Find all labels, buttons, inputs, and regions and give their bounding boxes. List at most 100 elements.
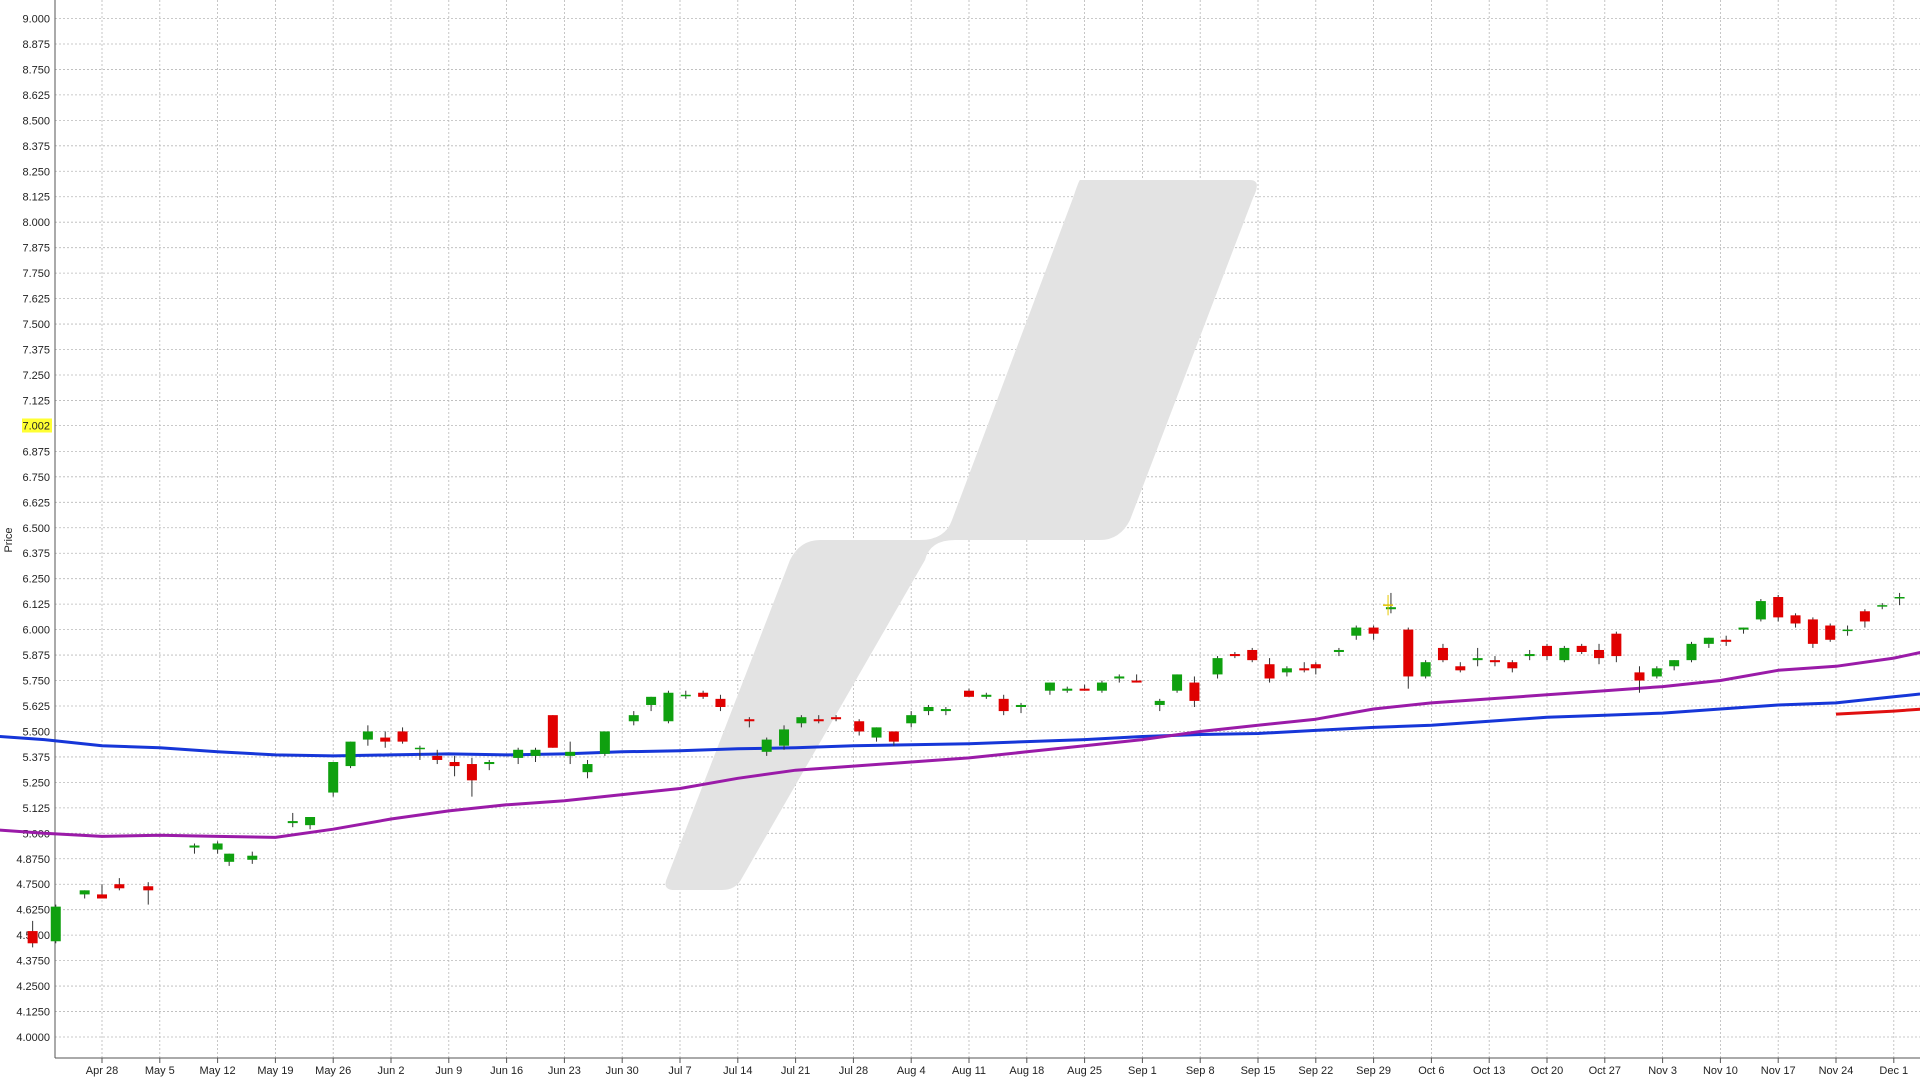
candle-body — [599, 731, 610, 754]
candle — [1721, 635, 1732, 646]
candle-body — [646, 696, 657, 705]
candle-body — [1281, 668, 1292, 673]
candle — [1489, 656, 1500, 667]
candle — [1524, 649, 1535, 661]
candle-body — [1212, 658, 1223, 675]
candle-body — [1524, 654, 1535, 657]
x-tick-label: Oct 13 — [1473, 1065, 1505, 1077]
candle-body — [1594, 649, 1605, 659]
y-tick-label: 8.875 — [22, 39, 50, 51]
y-tick-label: 7.250 — [22, 370, 50, 382]
candle — [854, 719, 865, 736]
candle — [998, 694, 1009, 716]
x-tick-label: Apr 28 — [86, 1065, 118, 1077]
y-tick-label: 8.625 — [22, 90, 50, 102]
candle — [1264, 658, 1275, 683]
candle-body — [1877, 605, 1888, 607]
candle — [582, 759, 593, 779]
x-tick-label: Oct 6 — [1418, 1065, 1444, 1077]
candle — [1154, 698, 1165, 712]
candle-body — [547, 715, 558, 748]
candle-body — [224, 853, 235, 862]
y-tick-label: 4.3750 — [16, 956, 50, 968]
y-tick-label: 4.8750 — [16, 854, 50, 866]
candle-body — [328, 762, 339, 793]
candle — [1790, 613, 1801, 628]
candle — [143, 882, 154, 905]
x-tick-label: Aug 18 — [1009, 1065, 1044, 1077]
candle-body — [1368, 627, 1379, 634]
candle-body — [582, 764, 593, 773]
candle — [449, 755, 460, 777]
y-tick-label: 5.375 — [22, 752, 50, 764]
y-tick-label: 5.750 — [22, 676, 50, 688]
y-tick-label: 4.1250 — [16, 1007, 50, 1019]
candle — [1773, 594, 1784, 622]
candle — [1368, 625, 1379, 640]
candle-body — [287, 821, 298, 824]
candle-body — [449, 762, 460, 767]
candle — [831, 715, 842, 722]
candle-body — [1859, 611, 1870, 622]
candle — [414, 745, 425, 760]
candle-body — [796, 717, 807, 724]
candle-body — [1576, 645, 1587, 653]
candle-body — [1686, 643, 1697, 661]
candle-body — [1489, 660, 1500, 663]
y-tick-label: 5.500 — [22, 726, 50, 738]
y-tick-label: 5.250 — [22, 777, 50, 789]
candle — [744, 717, 755, 728]
y-tick-label: 6.000 — [22, 625, 50, 637]
candle-body — [1611, 633, 1622, 657]
candle — [1686, 641, 1697, 663]
candle — [1634, 666, 1645, 693]
candle — [79, 890, 90, 899]
candle — [1189, 676, 1200, 708]
candle-body — [1669, 660, 1680, 667]
candle — [1594, 643, 1605, 665]
doji-candle — [1383, 594, 1394, 616]
candle-body — [1507, 662, 1518, 669]
candle — [1079, 684, 1090, 691]
candle-body — [114, 884, 125, 889]
candle-body — [1703, 637, 1714, 644]
x-tick-label: Sep 1 — [1128, 1065, 1157, 1077]
candle-body — [247, 855, 258, 860]
candle-body — [888, 731, 899, 742]
x-tick-label: Sep 22 — [1298, 1065, 1333, 1077]
candle — [646, 696, 657, 712]
candle — [779, 725, 790, 750]
candle — [940, 707, 951, 716]
candle-body — [212, 843, 223, 850]
x-tick-label: Oct 20 — [1531, 1065, 1563, 1077]
x-tick-label: Nov 3 — [1648, 1065, 1677, 1077]
x-tick-label: Aug 11 — [952, 1065, 986, 1077]
candle-body — [50, 906, 61, 942]
candle — [565, 741, 576, 765]
x-tick-label: Oct 27 — [1589, 1065, 1621, 1077]
candle — [397, 727, 408, 744]
candle-body — [1455, 666, 1466, 671]
y-tick-label: 7.750 — [22, 268, 50, 280]
candle — [1131, 674, 1142, 683]
candle-body — [432, 755, 443, 760]
candle — [432, 749, 443, 765]
candle-body — [1016, 704, 1027, 708]
candle-body — [1420, 662, 1431, 677]
x-tick-label: Nov 10 — [1703, 1065, 1738, 1077]
candle — [1114, 674, 1125, 683]
candle-body — [1310, 664, 1321, 669]
candle — [1507, 660, 1518, 673]
candle — [981, 692, 992, 699]
candle-body — [143, 886, 154, 891]
candle — [1651, 666, 1662, 679]
candle-body — [189, 845, 200, 848]
candle — [1420, 660, 1431, 679]
candle-body — [854, 721, 865, 732]
candle-body — [97, 894, 107, 899]
y-tick-label: 6.750 — [22, 472, 50, 484]
candle — [715, 694, 726, 712]
x-tick-label: Aug 25 — [1067, 1065, 1102, 1077]
last-price-label: 7.002 — [22, 420, 50, 432]
candle-body — [964, 690, 974, 697]
